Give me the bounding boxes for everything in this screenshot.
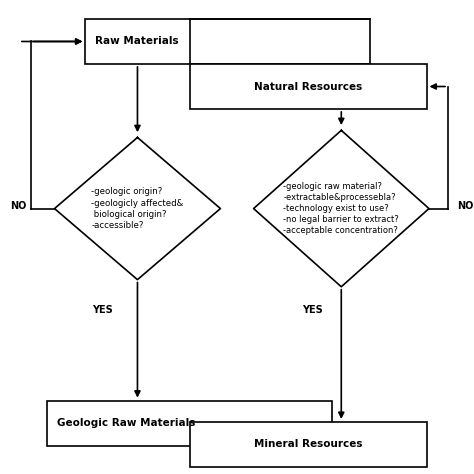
Text: Mineral Resources: Mineral Resources: [254, 439, 362, 449]
Text: YES: YES: [92, 305, 113, 316]
Polygon shape: [254, 130, 429, 287]
Text: NO: NO: [10, 201, 27, 211]
Text: NO: NO: [457, 201, 474, 211]
Text: -geologic origin?
-geologicly affected&
 biological origin?
-accessible?: -geologic origin? -geologicly affected& …: [91, 187, 183, 230]
Text: YES: YES: [302, 305, 323, 316]
Text: -geologic raw material?
-extractable&processebla?
-technology exist to use?
-no : -geologic raw material? -extractable&pro…: [283, 182, 399, 235]
FancyBboxPatch shape: [190, 422, 427, 467]
FancyBboxPatch shape: [47, 401, 332, 446]
FancyBboxPatch shape: [85, 19, 370, 64]
Polygon shape: [55, 137, 220, 280]
FancyBboxPatch shape: [190, 64, 427, 109]
Text: Geologic Raw Materials: Geologic Raw Materials: [57, 418, 195, 428]
Text: Raw Materials: Raw Materials: [95, 36, 178, 46]
Text: Natural Resources: Natural Resources: [254, 82, 362, 91]
